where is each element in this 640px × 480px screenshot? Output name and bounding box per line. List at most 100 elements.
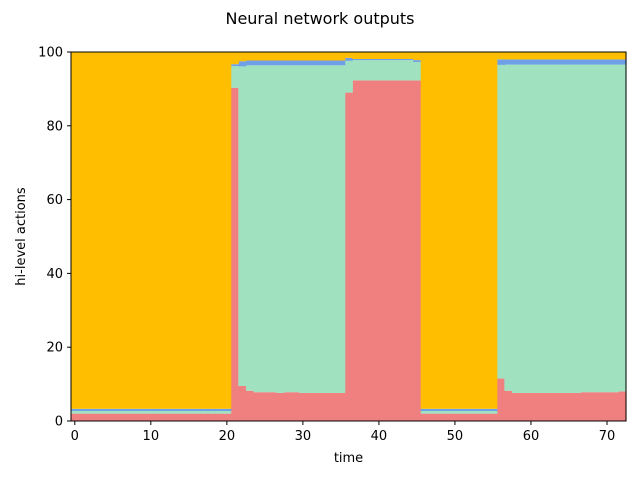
series-1-segment (329, 392, 338, 421)
series-4-segment (443, 52, 452, 409)
series-2-segment (565, 64, 574, 393)
series-4-segment (534, 52, 543, 60)
series-2-segment (413, 61, 422, 81)
series-3-segment (458, 408, 467, 412)
series-3-segment (116, 408, 125, 412)
series-1-segment (496, 378, 505, 421)
series-4 (71, 52, 627, 409)
series-4-segment (572, 52, 581, 60)
series-2-segment (71, 411, 80, 414)
series-4-segment (321, 52, 331, 61)
series-4-segment (504, 52, 513, 60)
series-3-segment (443, 408, 452, 412)
series-2-segment (405, 60, 414, 81)
series-2-segment (542, 64, 551, 393)
series-1-segment (291, 392, 300, 421)
y-axis-label: hi-level actions (14, 187, 29, 286)
series-4-segment (466, 52, 475, 409)
series-4-segment (276, 52, 285, 61)
series-2-segment (276, 65, 285, 393)
series-1-segment (375, 80, 384, 422)
series-1-segment (101, 413, 110, 421)
series-2-segment (375, 60, 384, 81)
series-2-segment (215, 411, 224, 414)
series-4-segment (610, 52, 619, 60)
y-axis: 0 20 40 60 80 100 (38, 46, 71, 430)
series-4-segment (169, 52, 179, 409)
series-2-segment (397, 60, 407, 81)
series-3-segment (200, 408, 209, 412)
series-4-segment (177, 52, 186, 409)
series-3-segment (276, 60, 285, 66)
y-tick-label: 20 (46, 341, 63, 356)
series-2-segment (420, 411, 429, 414)
series-4-segment (200, 52, 209, 409)
y-tick-label: 80 (46, 119, 63, 134)
series-1-segment (413, 80, 422, 422)
series-2-segment (207, 411, 217, 414)
series-3-segment (511, 59, 521, 65)
series-3-segment (405, 59, 414, 61)
series-4-segment (428, 52, 437, 409)
series-2-segment (435, 411, 445, 414)
series-1-segment (382, 80, 391, 422)
series-4-segment (367, 52, 376, 60)
series-1-segment (299, 392, 308, 421)
series-3-segment (268, 60, 277, 66)
series-2-segment (367, 60, 376, 81)
series-1-segment (337, 392, 346, 421)
series-4-segment (86, 52, 95, 409)
series-2-segment (238, 66, 247, 386)
series-2-segment (511, 64, 521, 393)
series-3-segment (435, 408, 445, 412)
series-3-segment (162, 408, 171, 412)
series-1-segment (511, 392, 521, 421)
series-4-segment (580, 52, 589, 60)
series-4-segment (154, 52, 163, 409)
series-2-segment (245, 65, 255, 391)
x-axis: 0 10 20 30 40 50 60 70 (71, 421, 616, 444)
series-3-segment (610, 59, 619, 65)
series-2-segment (321, 65, 331, 393)
series-4-segment (420, 52, 429, 409)
series-3-segment (238, 61, 247, 67)
series-4-segment (253, 52, 262, 61)
series-3-segment (283, 60, 293, 66)
series-1-segment (283, 392, 293, 421)
series-3-segment (230, 64, 239, 67)
series-2-segment (504, 64, 513, 391)
series-2-segment (618, 64, 627, 392)
series-4-segment (283, 52, 293, 61)
series-2-segment (86, 411, 95, 414)
series-4-segment (192, 52, 201, 409)
x-tick-label: 70 (599, 429, 616, 444)
series-1-segment (466, 413, 475, 421)
series-1-segment (238, 385, 247, 421)
series-2-segment (603, 64, 612, 393)
series-1-segment (207, 413, 217, 421)
series-3-segment (504, 59, 513, 65)
series-4-segment (337, 52, 346, 61)
x-tick-label: 30 (295, 429, 312, 444)
series-1-segment (587, 392, 597, 421)
series-4-segment (185, 52, 194, 409)
series-1-segment (116, 413, 125, 421)
series-1-segment (139, 413, 148, 421)
series-2-segment (314, 65, 323, 393)
series-1-segment (200, 413, 209, 421)
series-4-segment (519, 52, 528, 60)
series-4-segment (147, 52, 156, 409)
series-3-segment (101, 408, 110, 412)
series-3-segment (169, 408, 179, 412)
series-1-segment (473, 413, 483, 421)
series-1-segment (405, 80, 414, 422)
series-2-segment (549, 64, 559, 393)
series-2-segment (116, 411, 125, 414)
series-2-segment (359, 60, 369, 81)
series-2-segment (93, 411, 103, 414)
series-4-segment (101, 52, 110, 409)
series-3-segment (496, 59, 505, 65)
x-tick-label: 50 (447, 429, 464, 444)
series-3-segment (428, 408, 437, 412)
